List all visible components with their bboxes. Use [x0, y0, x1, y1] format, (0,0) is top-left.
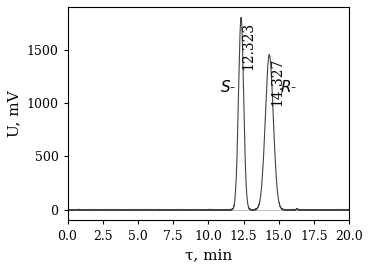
Text: $S$-: $S$- — [220, 79, 236, 95]
Y-axis label: U, mV: U, mV — [7, 90, 21, 137]
X-axis label: τ, min: τ, min — [185, 248, 232, 262]
Text: 14.327: 14.327 — [270, 58, 284, 107]
Text: 12.323: 12.323 — [242, 22, 256, 70]
Text: $R$-: $R$- — [280, 79, 297, 95]
